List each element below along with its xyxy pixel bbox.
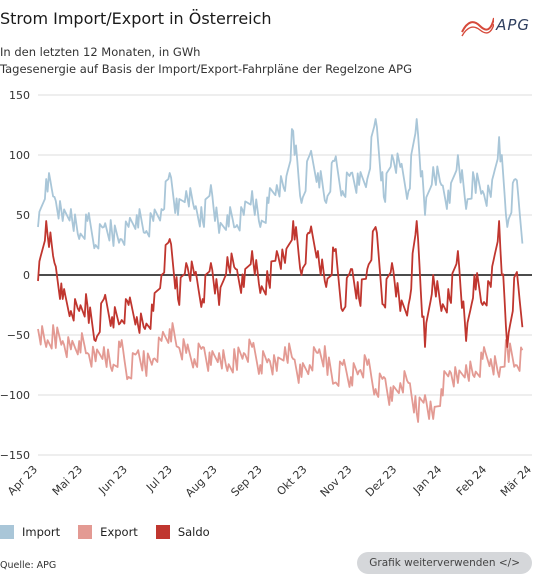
x-tick-label: Aug 23 bbox=[183, 463, 220, 500]
series-lines bbox=[37, 118, 524, 423]
x-tick-label: Jan 24 bbox=[410, 463, 444, 497]
series-line-export bbox=[37, 322, 524, 423]
apg-logo: APG bbox=[460, 12, 530, 38]
y-tick-label: 150 bbox=[9, 89, 30, 102]
x-tick-label: Mär 24 bbox=[498, 463, 534, 499]
x-tick-label: Jul 23 bbox=[143, 463, 175, 495]
x-tick-label: Mai 23 bbox=[50, 463, 85, 498]
subtitle-line-1: In den letzten 12 Monaten, in GWh bbox=[0, 45, 201, 59]
logo-text: APG bbox=[496, 16, 530, 34]
x-tick-label: Feb 24 bbox=[454, 463, 489, 498]
x-tick-label: Dez 23 bbox=[363, 463, 399, 499]
logo-wave-icon bbox=[461, 17, 494, 37]
y-tick-label: 0 bbox=[23, 269, 30, 282]
legend-label-export: Export bbox=[100, 525, 138, 539]
series-line-import bbox=[37, 118, 524, 250]
legend-item-export[interactable]: Export bbox=[78, 525, 138, 539]
x-tick-label: Okt 23 bbox=[274, 463, 309, 498]
legend-item-import[interactable]: Import bbox=[0, 525, 60, 539]
chart-subtitle: In den letzten 12 Monaten, in GWh Tagese… bbox=[0, 44, 412, 78]
source-note: Quelle: APG bbox=[0, 560, 57, 571]
series-line-saldo bbox=[37, 220, 524, 348]
reuse-graphic-button[interactable]: Grafik weiterverwenden </> bbox=[357, 552, 532, 574]
y-tick-label: −100 bbox=[0, 389, 30, 402]
x-axis-ticks: Apr 23 Mai 23 Jun 23 Jul 23 Aug 23 Sep 23 Okt … bbox=[5, 463, 534, 500]
grid bbox=[38, 94, 532, 456]
legend-label-saldo: Saldo bbox=[177, 525, 210, 539]
y-axis-ticks: 150 100 50 0 −50 −100 −150 bbox=[0, 89, 30, 462]
x-tick-label: Jun 23 bbox=[96, 463, 130, 497]
legend: Import Export Saldo bbox=[0, 525, 228, 539]
y-tick-label: −50 bbox=[7, 329, 30, 342]
y-tick-label: 100 bbox=[9, 149, 30, 162]
legend-swatch-import bbox=[0, 525, 14, 539]
x-tick-label: Sep 23 bbox=[228, 463, 264, 499]
y-tick-label: −150 bbox=[0, 449, 30, 462]
legend-swatch-export bbox=[78, 525, 93, 539]
legend-swatch-saldo bbox=[155, 525, 170, 539]
subtitle-line-2: Tagesenergie auf Basis der Import/Export… bbox=[0, 62, 412, 76]
line-chart: 150 100 50 0 −50 −100 −150 Apr 23 Mai 23 Jun 23 J… bbox=[0, 89, 534, 500]
x-tick-label: Apr 23 bbox=[5, 463, 40, 498]
x-tick-label: Nov 23 bbox=[318, 463, 355, 500]
y-tick-label: 50 bbox=[16, 209, 30, 222]
legend-label-import: Import bbox=[22, 525, 61, 539]
chart-title: Strom Import/Export in Österreich bbox=[0, 9, 272, 28]
legend-item-saldo[interactable]: Saldo bbox=[155, 525, 210, 539]
